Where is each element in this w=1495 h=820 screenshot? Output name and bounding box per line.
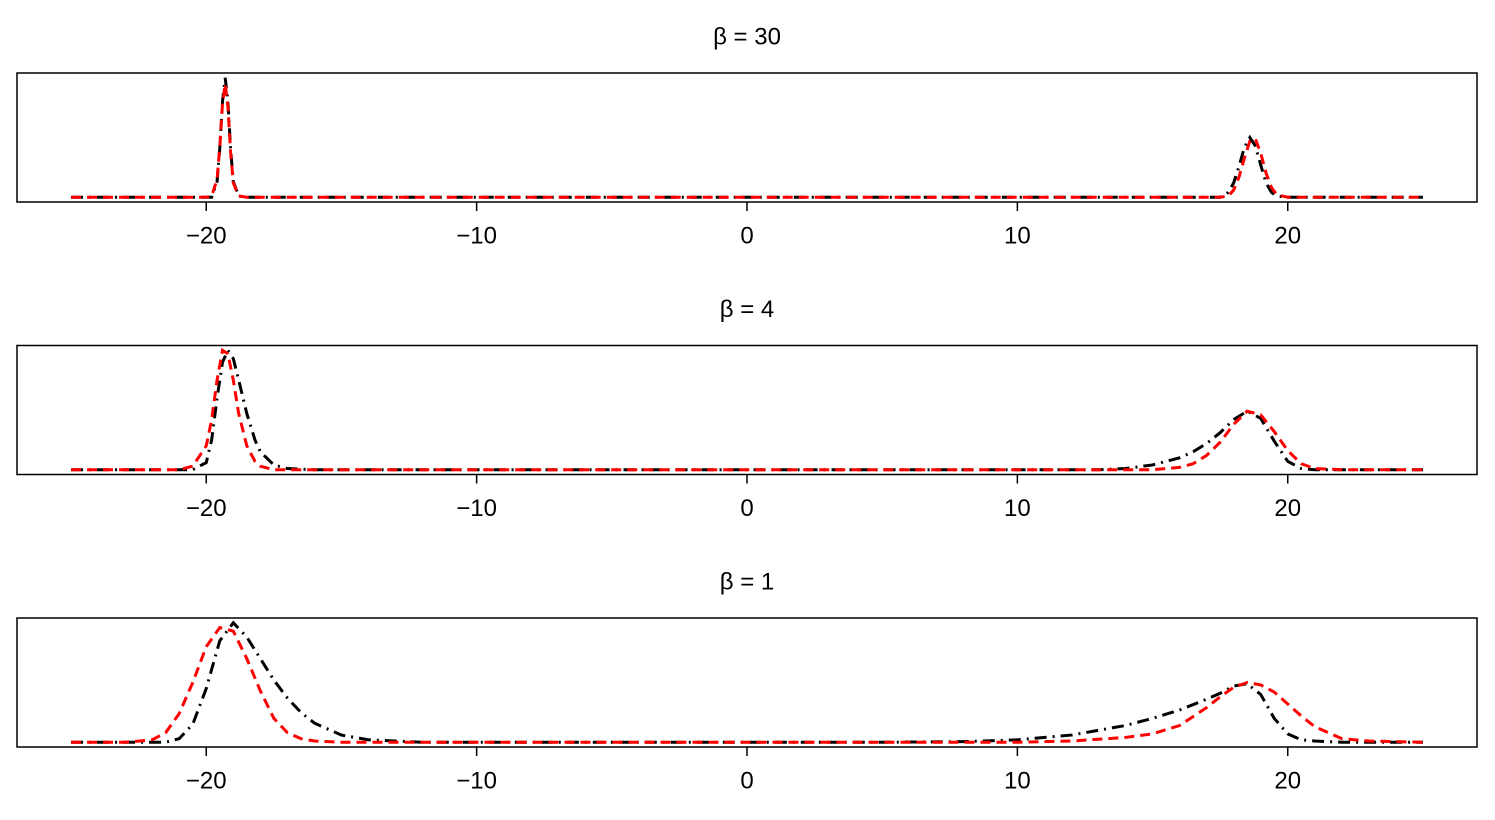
chart-title: β = 1 — [720, 568, 775, 595]
x-tick-label: −20 — [186, 222, 227, 249]
x-tick-label: −20 — [186, 767, 227, 794]
x-tick-label: 20 — [1274, 222, 1301, 249]
series-line — [71, 347, 1423, 472]
x-tick-label: 10 — [1004, 767, 1031, 794]
series-line — [71, 347, 1423, 472]
plot-frame — [16, 617, 1478, 748]
x-tick-label: 10 — [1004, 222, 1031, 249]
x-tick-label: −10 — [456, 495, 497, 522]
series-line — [71, 625, 1423, 744]
x-tick-label: 20 — [1274, 495, 1301, 522]
x-tick-label: 0 — [740, 495, 753, 522]
x-tick-label: 0 — [740, 767, 753, 794]
plot-frame — [16, 344, 1478, 476]
x-tick-label: 20 — [1274, 767, 1301, 794]
x-tick-label: −10 — [456, 222, 497, 249]
series-line — [71, 77, 1423, 199]
chart-title: β = 30 — [713, 23, 781, 50]
x-tick-label: −20 — [186, 495, 227, 522]
x-tick-label: −10 — [456, 767, 497, 794]
series-line — [71, 620, 1423, 744]
x-tick-label: 0 — [740, 222, 753, 249]
series-line — [71, 83, 1423, 199]
chart-title: β = 4 — [720, 296, 775, 323]
x-tick-label: 10 — [1004, 495, 1031, 522]
plot-frame — [16, 72, 1478, 203]
